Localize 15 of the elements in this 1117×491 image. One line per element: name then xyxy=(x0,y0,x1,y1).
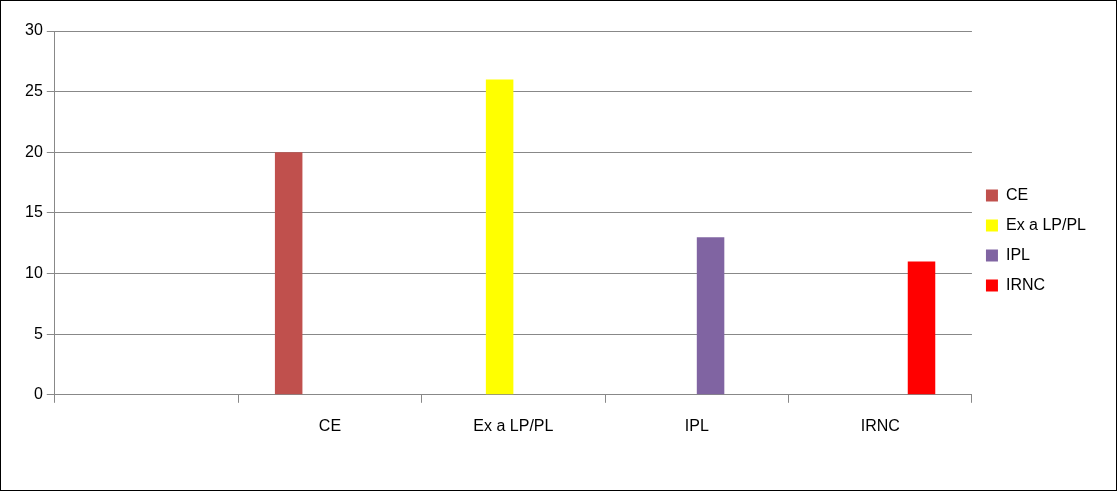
y-tick-label: 0 xyxy=(33,385,43,403)
legend-label: Ex a LP/PL xyxy=(1005,215,1087,233)
y-tick-label: 5 xyxy=(33,324,43,342)
legend-label: CE xyxy=(1005,185,1029,203)
y-tick-label: 15 xyxy=(25,203,43,221)
legend-label: IRNC xyxy=(1005,275,1046,293)
y-tick-label: 10 xyxy=(25,263,43,281)
x-tick-label: IPL xyxy=(684,416,709,434)
legend-label: IPL xyxy=(1005,245,1031,263)
y-tick-label: 20 xyxy=(25,142,43,160)
y-tick-label: 25 xyxy=(25,82,43,100)
x-tick-label: Ex a LP/PL xyxy=(473,416,554,434)
x-tick-label: CE xyxy=(318,416,342,434)
y-tick-label: 30 xyxy=(25,21,43,39)
x-tick-label: IRNC xyxy=(860,416,900,434)
